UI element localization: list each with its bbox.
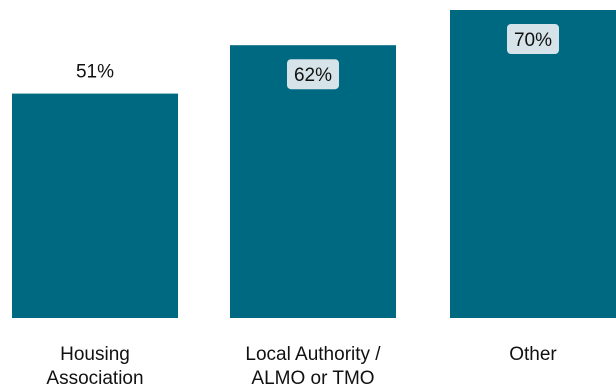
tick-label-2: Local Authority / ALMO or TMO: [245, 344, 381, 388]
data-label-1: 51%: [76, 62, 114, 83]
tick-label-1: Housing Association: [46, 344, 143, 388]
bar-1: [12, 93, 178, 318]
data-label-box-2: [287, 59, 339, 90]
data-label-box-3: [507, 24, 559, 54]
data-label-3: 70%: [514, 30, 552, 51]
data-label-2: 62%: [294, 65, 332, 86]
bar-3: [450, 10, 616, 318]
tick-label-3: Other: [509, 344, 557, 365]
bar-2: [230, 45, 396, 318]
